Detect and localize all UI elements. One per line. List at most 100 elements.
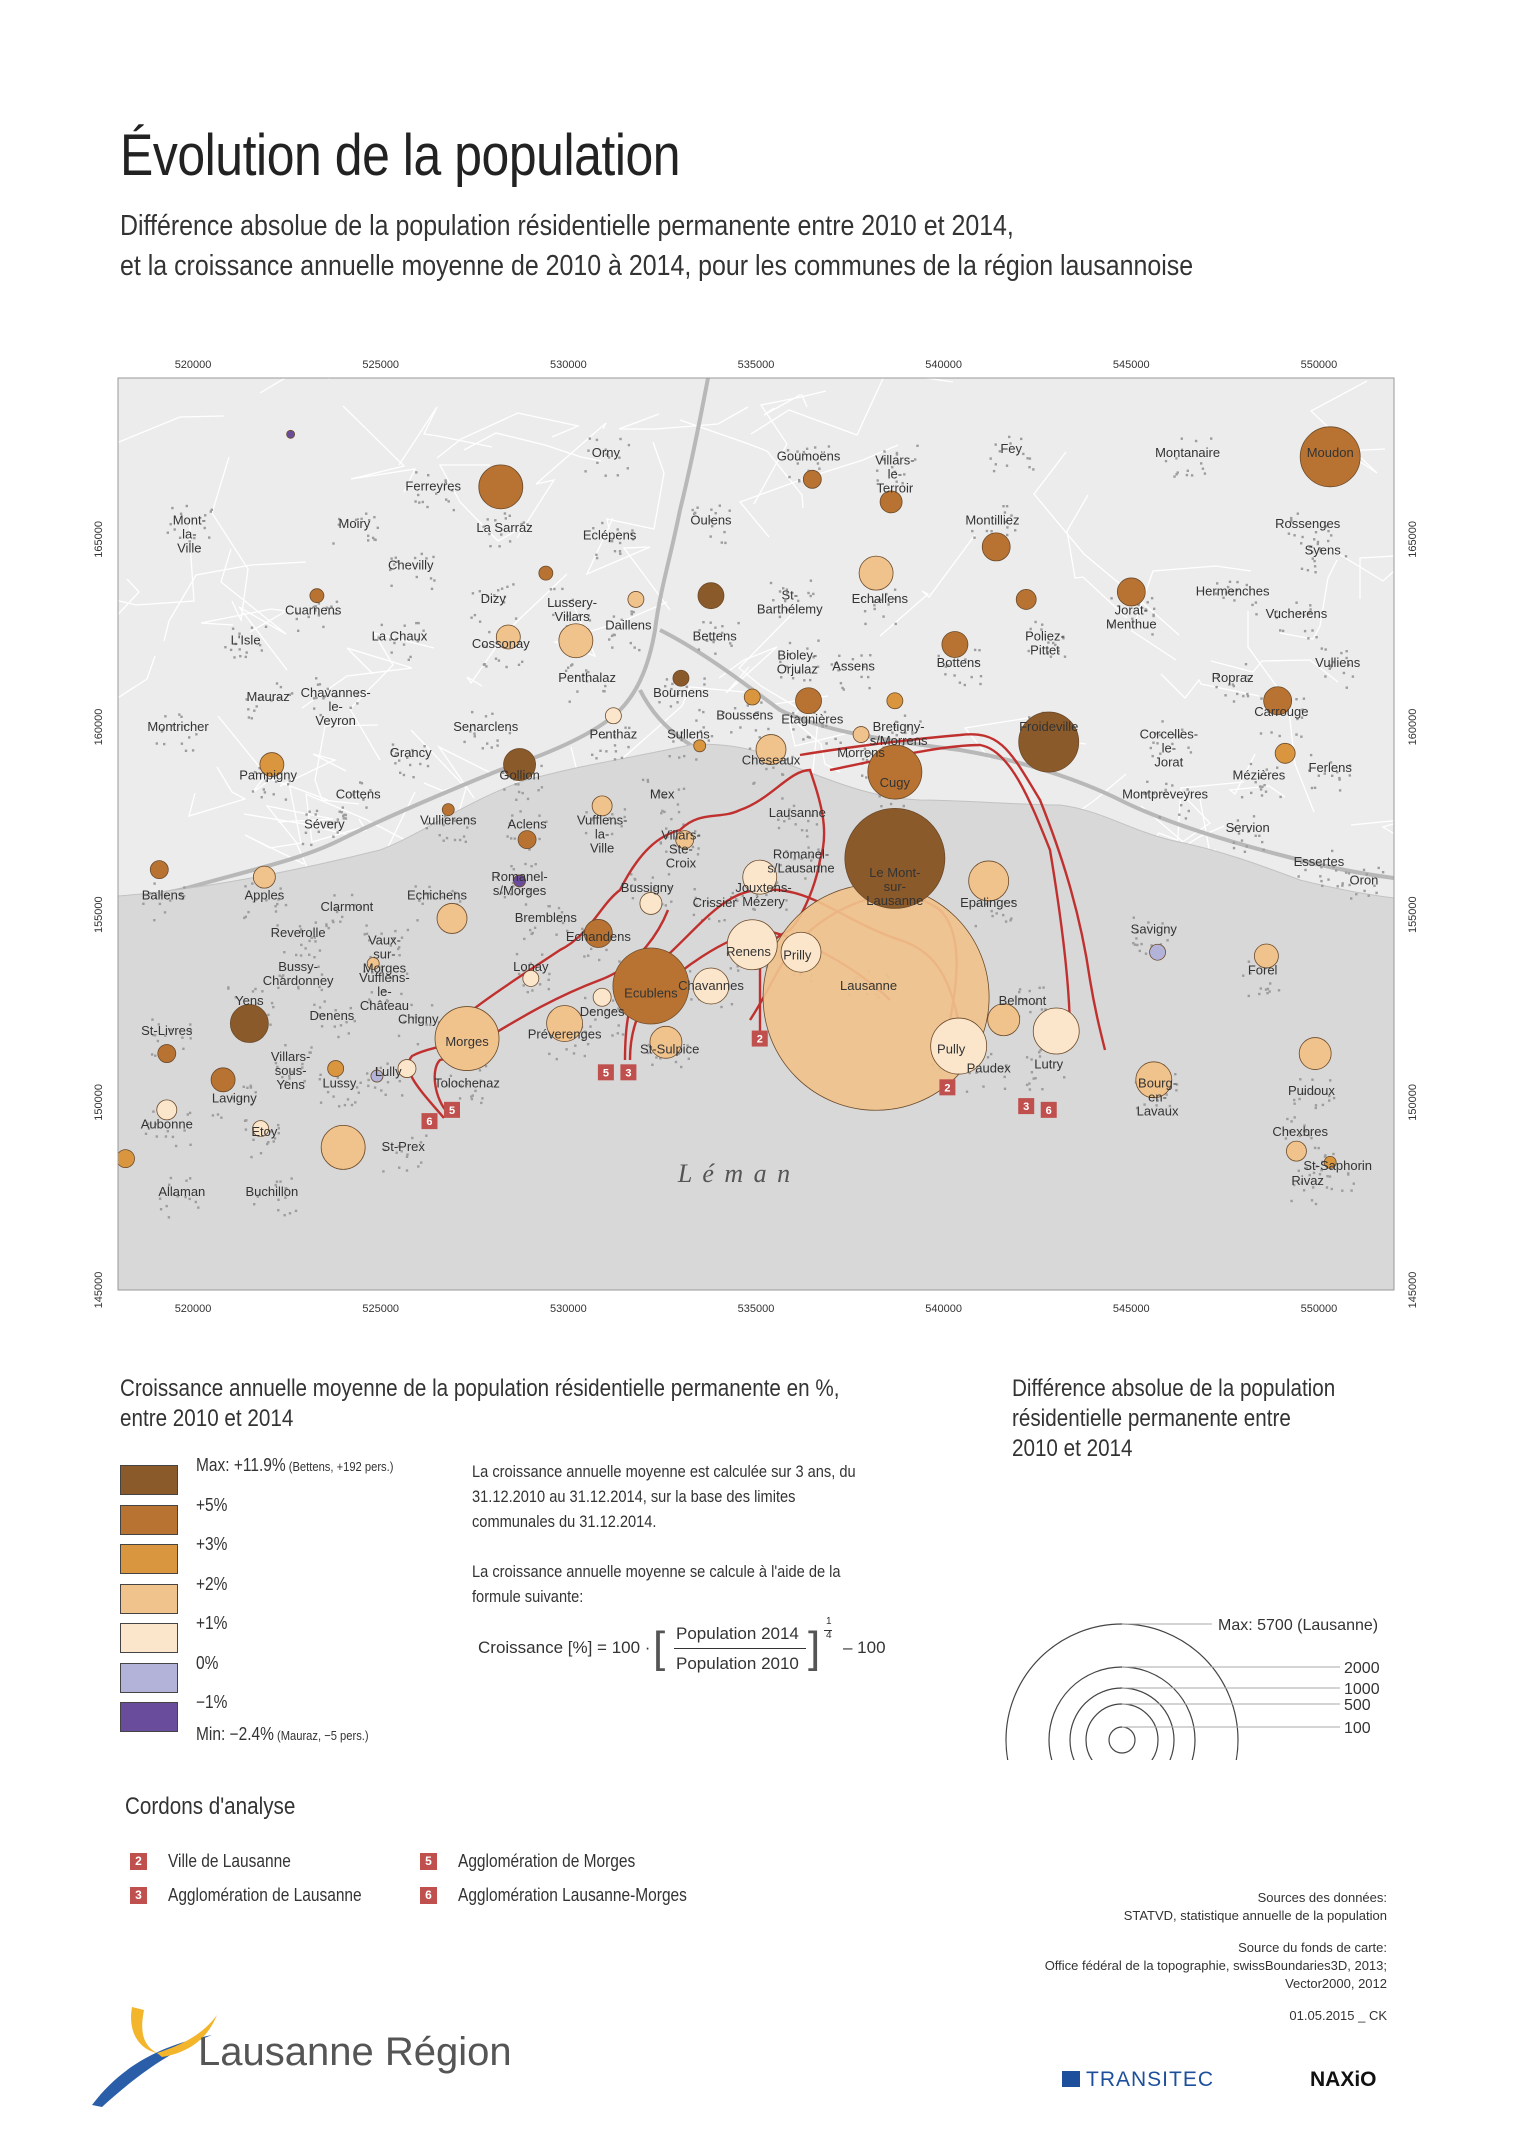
commune-bubble — [1299, 426, 1361, 488]
x-tick-bottom: 550000 — [1301, 1303, 1338, 1315]
cordons-list: 2 Ville de Lausanne 3 Agglomération de L… — [130, 1851, 690, 1913]
y-tick-right: 155000 — [1407, 896, 1419, 933]
commune-label: Chevilly — [388, 557, 434, 572]
commune-label: Jouxtens-Mézery — [735, 880, 791, 909]
commune-bubble — [436, 903, 468, 934]
commune-label: Lausanne — [840, 978, 897, 993]
commune-bubble — [1135, 1061, 1173, 1099]
commune-label: Renens — [726, 944, 771, 959]
commune-label: Grancy — [390, 745, 432, 760]
page-title: Évolution de la population — [120, 123, 681, 188]
commune-label: St-Sulpice — [640, 1042, 699, 1057]
cordon-badge-2: 2 — [939, 1079, 956, 1096]
commune-label: Apples — [244, 888, 284, 903]
commune-bubble — [370, 1069, 384, 1083]
formula-numerator: Population 2014 — [676, 1624, 799, 1643]
commune-label: Prilly — [783, 948, 812, 963]
x-tick-bottom: 530000 — [550, 1303, 587, 1315]
commune-bubble — [879, 490, 903, 514]
commune-bubble — [478, 464, 524, 510]
commune-bubble — [546, 1005, 583, 1042]
size-label-100: 100 — [1344, 1720, 1371, 1737]
explain-line-5: formule suivante: — [472, 1587, 584, 1606]
commune-bubble — [1274, 742, 1296, 764]
commune-label: Forel — [1248, 963, 1278, 978]
commune-label: Puidoux — [1288, 1083, 1335, 1098]
commune-label: Mex — [650, 786, 675, 801]
commune-label: Vullierens — [420, 813, 477, 828]
cordon-label-2: Ville de Lausanne — [168, 1851, 291, 1871]
size-legend-heading-1: Différence absolue de la population — [1012, 1375, 1336, 1402]
commune-bubble — [538, 565, 554, 581]
commune-label: Bremblens — [515, 910, 578, 925]
commune-bubble — [639, 892, 663, 915]
commune-label: Ballens — [142, 888, 185, 903]
commune-bubble — [397, 1059, 417, 1078]
commune-label: Savigny — [1131, 921, 1178, 936]
commune-bubble — [149, 860, 169, 880]
commune-label: Orny — [592, 445, 621, 460]
commune-bubbles — [118, 426, 1361, 1170]
commune-bubble — [755, 734, 787, 765]
commune-label: Bettens — [693, 629, 738, 644]
cordon-badge-6: 6 — [420, 1887, 437, 1904]
x-tick-bottom: 540000 — [925, 1303, 962, 1315]
commune-label: Vufflens-le-Château — [359, 970, 410, 1013]
y-tick-left: 145000 — [93, 1272, 105, 1309]
x-tick-bottom: 545000 — [1113, 1303, 1150, 1315]
commune-bubble — [692, 967, 730, 1005]
commune-label: Goumoëns — [777, 449, 841, 464]
size-circle-max — [1005, 1623, 1239, 1760]
commune-label: Bourg-en-Lavaux — [1137, 1075, 1179, 1118]
commune-label: Etagnières — [781, 711, 844, 726]
growth-class-label: +2% — [196, 1573, 228, 1594]
commune-label: Fey — [1000, 441, 1022, 456]
size-legend-heading-2: résidentielle permanente entre — [1012, 1405, 1291, 1432]
y-tick-right: 145000 — [1407, 1272, 1419, 1309]
commune-bubble — [327, 1060, 345, 1077]
commune-label: Rivaz — [1291, 1173, 1324, 1188]
commune-label: Epalinges — [960, 895, 1018, 910]
commune-bubble — [697, 582, 725, 610]
commune-bubble — [1116, 577, 1146, 607]
cordon-badges: 2 2 5 3 3 6 6 5 — [421, 1030, 1057, 1130]
commune-label: Aclens — [508, 816, 548, 831]
cordons-heading: Cordons d'analyse — [125, 1793, 296, 1820]
svg-text:6: 6 — [426, 1116, 432, 1128]
growth-class-note: (Mauraz, −5 pers.) — [273, 1727, 369, 1743]
commune-label: Daillens — [605, 617, 652, 632]
cordon-badge-2: 2 — [751, 1030, 768, 1047]
commune-label: Morges — [445, 1034, 489, 1049]
sources-data-heading: Sources des données: — [1257, 1890, 1387, 1905]
commune-label: Oron — [1350, 873, 1379, 888]
map-frame — [117, 377, 1395, 1291]
cordon-label-6: Agglomération Lausanne-Morges — [458, 1885, 687, 1905]
commune-bubble — [1286, 1140, 1307, 1162]
commune-bubble — [434, 1006, 500, 1071]
svg-text:3: 3 — [625, 1067, 631, 1079]
commune-label: Pampigny — [239, 768, 297, 783]
commune-bubble — [1263, 686, 1293, 716]
commune-label: La Sarraz — [476, 520, 532, 535]
commune-label: Servion — [1226, 820, 1270, 835]
commune-label: Eclépens — [583, 527, 637, 542]
commune-label: St-Saphorin — [1303, 1158, 1372, 1173]
growth-swatch — [120, 1465, 178, 1495]
commune-label: Vulliens — [1315, 655, 1361, 670]
commune-label: Bournens — [653, 685, 709, 700]
y-tick-right: 160000 — [1407, 709, 1419, 746]
commune-label: Bussigny — [621, 880, 674, 895]
commune-bubble — [675, 830, 695, 850]
sources-map-heading: Source du fonds de carte: — [1238, 1940, 1387, 1955]
size-circle-100 — [1108, 1726, 1136, 1754]
commune-label: Bretigny-s/Morrens — [870, 719, 928, 748]
explain-line-3: communales du 31.12.2014. — [472, 1512, 657, 1531]
commune-label: Paudex — [967, 1060, 1012, 1075]
x-tick-top: 530000 — [550, 359, 587, 371]
commune-label: Carrouge — [1254, 704, 1308, 719]
commune-label: Bioley-Orjulaz — [777, 647, 818, 676]
commune-label: Echallens — [852, 591, 909, 606]
commune-boundaries — [118, 378, 1394, 997]
commune-label: Préverenges — [528, 1027, 602, 1042]
growth-class-label: −1% — [196, 1692, 228, 1712]
